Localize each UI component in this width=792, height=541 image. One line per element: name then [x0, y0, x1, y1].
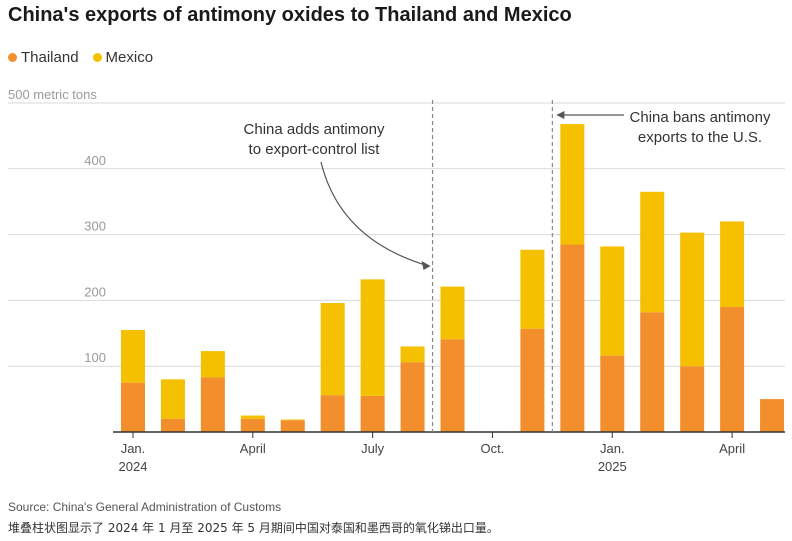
- y-tick-label: 200: [84, 284, 106, 299]
- bar-thailand: [200, 377, 225, 432]
- bar-thailand: [160, 418, 185, 432]
- x-tick-label: April: [240, 441, 266, 456]
- annotation-arrow-export-control: [320, 161, 429, 267]
- bar-mexico: [121, 330, 145, 383]
- bar-thailand: [680, 366, 705, 432]
- bar-mexico: [280, 419, 305, 421]
- legend-label-mexico: Mexico: [105, 49, 154, 66]
- bar-mexico: [240, 415, 265, 419]
- legend-swatch-thailand: [8, 53, 17, 62]
- y-tick-label: 300: [84, 219, 106, 234]
- x-tick-label: July: [361, 441, 385, 456]
- bar-mexico: [400, 346, 425, 363]
- source-note: Source: China's General Administration o…: [8, 500, 282, 514]
- bar-thailand: [400, 362, 425, 432]
- bar-thailand: [360, 395, 385, 432]
- x-tick-label: Oct.: [481, 441, 505, 456]
- bar-mexico: [640, 191, 665, 313]
- bar-thailand: [121, 382, 145, 432]
- x-tick-year: 2024: [119, 459, 148, 474]
- bar-thailand: [720, 306, 745, 432]
- legend-item-mexico: Mexico: [92, 49, 154, 66]
- bar-mexico: [360, 279, 385, 396]
- y-tick-label: 400: [84, 153, 106, 168]
- bar-thailand: [760, 399, 785, 432]
- bar-mexico: [600, 246, 625, 356]
- bar-thailand: [520, 328, 545, 432]
- y-tick-label: 100: [84, 350, 106, 365]
- bar-thailand: [600, 355, 625, 432]
- bar-mexico: [720, 221, 745, 307]
- annotation-text-us-ban: exports to the U.S.: [638, 129, 762, 146]
- bar-thailand: [320, 395, 345, 432]
- x-tick-label: April: [719, 441, 745, 456]
- chart-title: China's exports of antimony oxides to Th…: [8, 4, 572, 26]
- annotation-arrowhead-export-control: [421, 261, 431, 270]
- bar-mexico: [200, 351, 225, 378]
- x-tick-label: Jan.: [600, 441, 625, 456]
- bar-mexico: [520, 249, 545, 329]
- annotation-text-export-control: China adds antimony: [244, 121, 385, 138]
- bar-thailand: [560, 244, 585, 432]
- bar-thailand: [280, 420, 305, 432]
- annotation-arrowhead-us-ban: [556, 111, 565, 119]
- bar-mexico: [160, 379, 185, 419]
- annotation-text-export-control: to export-control list: [249, 141, 381, 158]
- legend-label-thailand: Thailand: [21, 49, 79, 66]
- legend-item-thailand: Thailand: [8, 49, 79, 66]
- legend-swatch-mexico: [92, 53, 102, 62]
- bar-mexico: [440, 286, 465, 340]
- x-tick-year: 2025: [598, 459, 627, 474]
- bar-mexico: [320, 303, 345, 396]
- bar-thailand: [240, 418, 265, 432]
- annotation-text-us-ban: China bans antimony: [630, 109, 771, 126]
- chart-description: 堆叠柱状图显示了 2024 年 1 月至 2025 年 5 月期间中国对泰国和墨…: [8, 521, 499, 535]
- x-tick-label: Jan.: [121, 441, 146, 456]
- y-tick-label: 500 metric tons: [8, 87, 97, 102]
- bar-mexico: [680, 232, 705, 367]
- bar-thailand: [440, 339, 465, 432]
- legend: Thailand Mexico: [8, 49, 153, 66]
- bar-thailand: [640, 312, 665, 432]
- bar-mexico: [560, 124, 585, 245]
